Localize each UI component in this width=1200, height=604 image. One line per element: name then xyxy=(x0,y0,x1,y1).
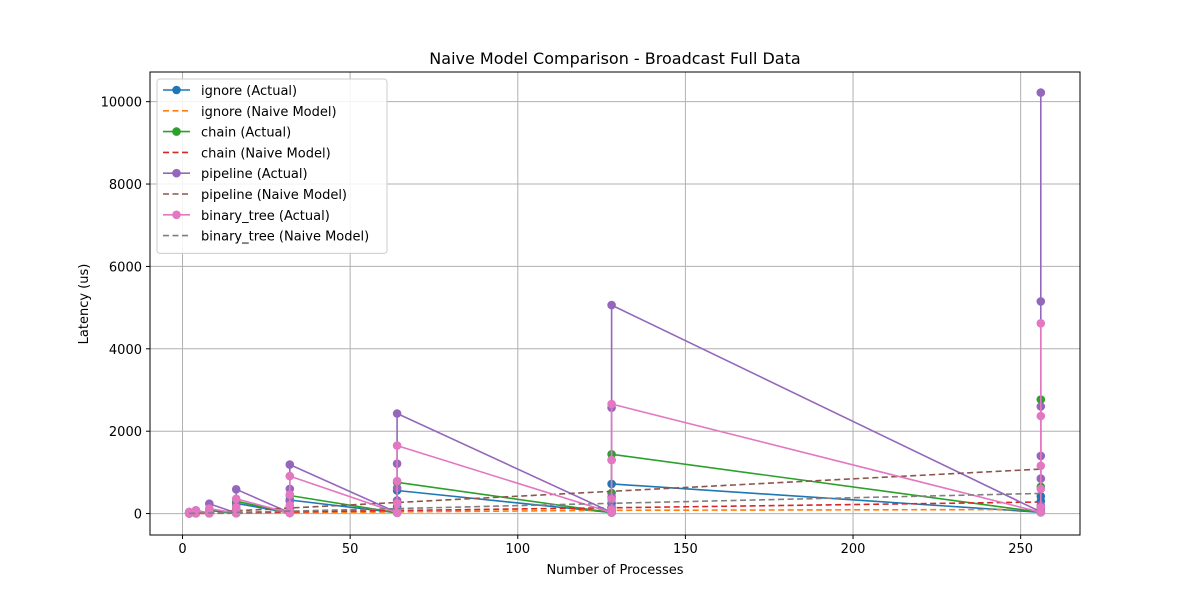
y-tick-label: 6000 xyxy=(109,260,142,275)
data-point xyxy=(392,409,402,418)
x-axis-label: Number of Processes xyxy=(546,563,683,578)
series-6 xyxy=(184,319,1046,518)
legend-label: binary_tree (Naive Model) xyxy=(201,230,369,245)
legend-item: ignore (Actual) xyxy=(163,84,297,99)
data-point xyxy=(607,399,616,409)
axis-ticks: 0 50 100 150 200 250 0 2000 4000 6000 8000 10000 xyxy=(101,96,1033,557)
legend-marker xyxy=(172,127,181,136)
data-point xyxy=(1036,297,1046,306)
legend-item: pipeline (Naive Model) xyxy=(163,188,347,203)
data-point xyxy=(1036,88,1046,97)
data-point xyxy=(607,505,616,514)
x-tick-label: 0 xyxy=(178,542,186,557)
legend-label: chain (Actual) xyxy=(201,126,291,141)
data-point xyxy=(231,494,241,504)
data-point xyxy=(607,300,616,310)
legend-item: binary_tree (Actual) xyxy=(163,209,330,224)
data-point xyxy=(607,494,616,504)
legend-item: chain (Naive Model) xyxy=(163,146,331,161)
series-layer xyxy=(184,88,1046,518)
data-point xyxy=(205,504,214,513)
data-point xyxy=(231,485,241,494)
legend-label: pipeline (Naive Model) xyxy=(201,188,347,203)
y-tick-label: 8000 xyxy=(109,178,142,193)
data-point xyxy=(392,441,402,450)
data-point xyxy=(1036,411,1046,421)
legend-label: chain (Naive Model) xyxy=(201,146,331,161)
data-point xyxy=(285,471,295,481)
legend-item: pipeline (Actual) xyxy=(163,167,308,182)
legend-marker xyxy=(172,85,181,95)
legend-marker xyxy=(172,210,181,220)
x-tick-label: 50 xyxy=(342,542,359,557)
plot-frame xyxy=(149,71,1081,536)
y-tick-label: 4000 xyxy=(109,343,142,358)
data-point xyxy=(285,460,295,469)
legend-label: pipeline (Actual) xyxy=(201,167,308,182)
x-tick-label: 150 xyxy=(673,542,698,557)
x-tick-label: 100 xyxy=(505,542,530,557)
y-axis-label: Latency (us) xyxy=(77,264,92,345)
y-tick-label: 10000 xyxy=(101,96,142,111)
y-tick-label: 0 xyxy=(134,508,142,523)
data-point xyxy=(184,507,194,517)
data-point xyxy=(285,490,295,499)
x-tick-label: 200 xyxy=(841,542,866,557)
legend-item: chain (Actual) xyxy=(163,126,291,141)
x-tick-label: 250 xyxy=(1008,542,1033,557)
legend: ignore (Actual) ignore (Naive Model) chain… xyxy=(156,78,388,254)
legend-label: ignore (Actual) xyxy=(201,84,297,99)
chart-title: Naive Model Comparison - Broadcast Full … xyxy=(429,49,800,68)
data-point xyxy=(392,476,402,486)
data-point xyxy=(1036,319,1046,328)
data-point xyxy=(1036,503,1046,512)
data-point xyxy=(392,499,402,508)
data-point xyxy=(1036,461,1046,471)
legend-box xyxy=(156,78,388,254)
data-point xyxy=(285,501,295,510)
legend-label: ignore (Naive Model) xyxy=(201,105,337,120)
data-point xyxy=(607,455,616,465)
legend-item: binary_tree (Naive Model) xyxy=(163,230,369,245)
y-tick-label: 2000 xyxy=(109,425,142,440)
legend-marker xyxy=(172,168,181,178)
legend-label: binary_tree (Actual) xyxy=(201,209,330,224)
data-point xyxy=(231,503,241,512)
legend-item: ignore (Naive Model) xyxy=(163,105,337,120)
data-point xyxy=(1036,484,1046,494)
